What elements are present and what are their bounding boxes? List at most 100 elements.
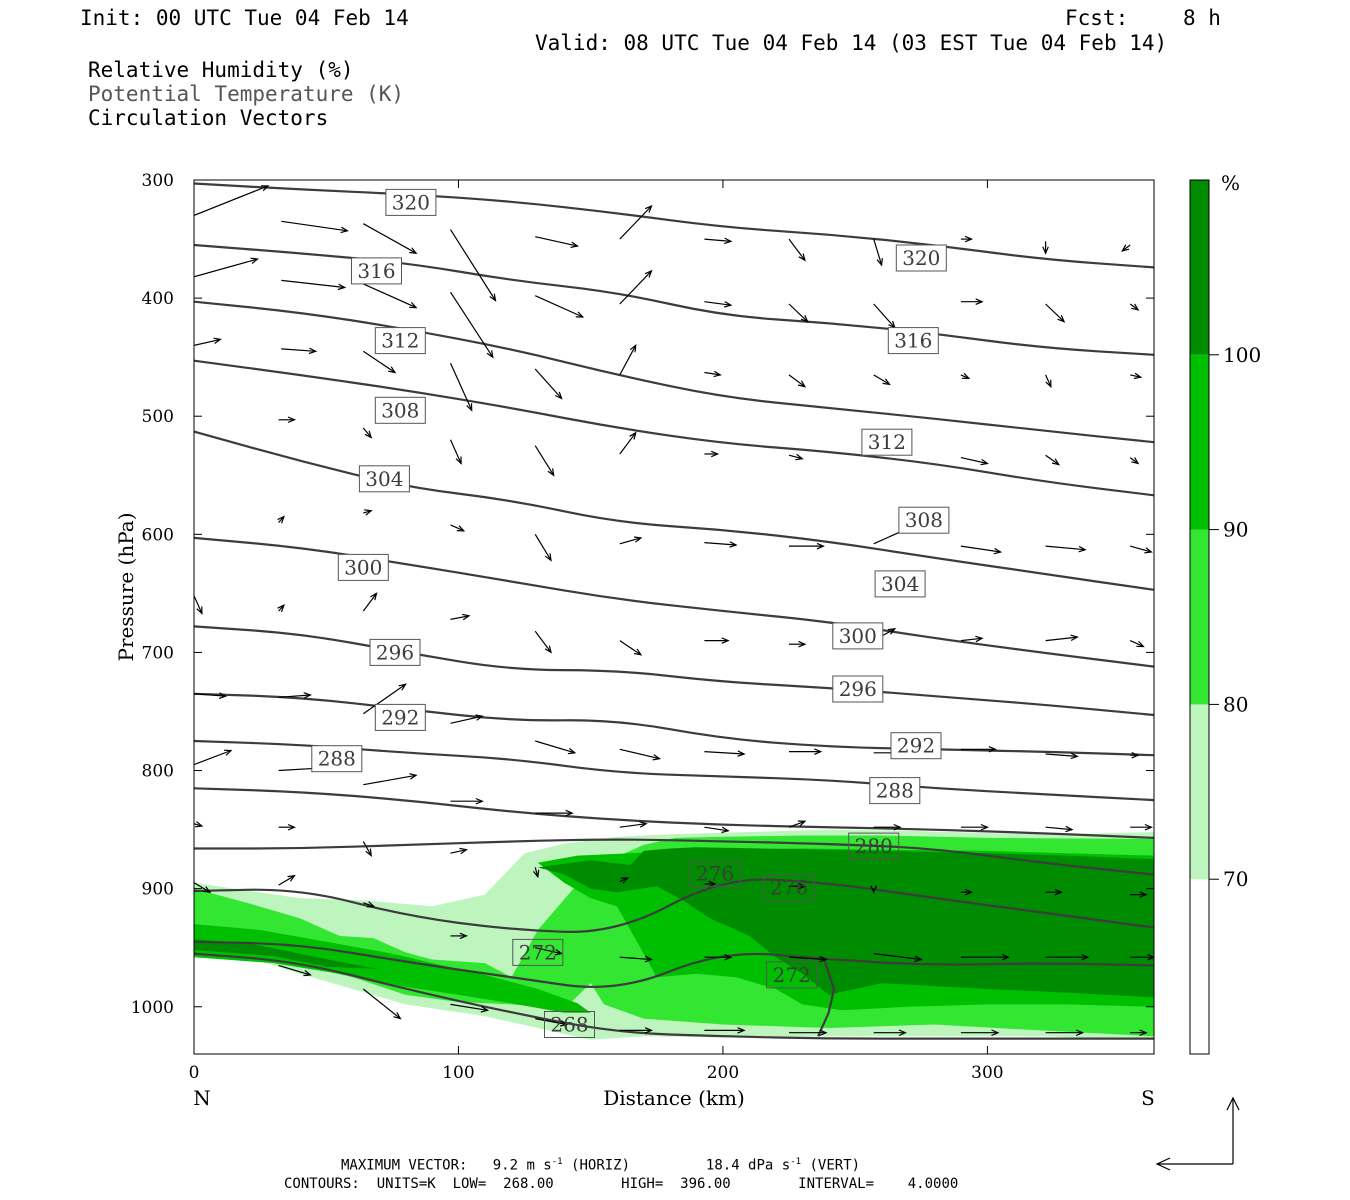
circulation-vector: [1045, 634, 1079, 642]
colorbar-level-label: 90: [1223, 518, 1248, 542]
circulation-vector: [1121, 244, 1131, 252]
contour-label-text: 296: [376, 640, 414, 664]
contour-label-292: 292: [890, 732, 942, 760]
circulation-vector: [534, 630, 552, 654]
y-tick-label: 700: [142, 643, 174, 663]
circulation-vector: [619, 877, 630, 884]
circulation-vector: [789, 542, 825, 550]
circulation-vector: [1045, 752, 1079, 760]
x-axis-label: Distance (km): [603, 1086, 745, 1110]
colorbar-frame: [1189, 179, 1210, 1055]
circulation-vector: [788, 955, 828, 963]
circulation-vector: [873, 953, 923, 962]
theta-contour-labels: 320 320 316 316 312 312 308 308 304 304 300 300 296 2…: [311, 188, 950, 1038]
contour-label-288: 288: [869, 777, 921, 805]
contour-label-272: 272: [766, 961, 818, 989]
contour-label-text: 272: [519, 940, 557, 964]
circulation-vector: [450, 714, 484, 724]
circulation-vector: [1045, 545, 1087, 553]
colorbar-level-label: 80: [1223, 692, 1248, 716]
circulation-vector: [194, 821, 204, 828]
circulation-vector: [788, 238, 806, 262]
circulation-vector: [619, 431, 637, 455]
contour-label-text: 316: [894, 329, 932, 353]
circulation-vector: [704, 826, 730, 834]
circulation-vector: [789, 640, 807, 648]
theta-contour-316: [194, 243, 1154, 356]
circulation-vector: [704, 541, 738, 548]
max-vector-label: MAXIMUM VECTOR:: [341, 1157, 468, 1174]
circulation-vector: [873, 1029, 907, 1037]
contour-label-text: 288: [876, 779, 914, 803]
x-tick-label: 300: [971, 1063, 1003, 1083]
endpoint-north: N: [193, 1086, 211, 1110]
circulation-vector: [960, 746, 997, 753]
contour-label-text: 304: [365, 467, 403, 491]
circulation-vector: [873, 303, 896, 329]
contour-label-text: 300: [839, 624, 877, 648]
circulation-vector: [277, 515, 285, 524]
circulation-vector: [1045, 374, 1052, 389]
contour-label-text: 320: [902, 246, 940, 270]
circulation-vector: [362, 427, 373, 439]
circulation-vector: [450, 797, 484, 805]
circulation-vector: [788, 820, 807, 828]
rh-region-100: [194, 939, 380, 969]
forecast-hour: 8 h: [1183, 6, 1221, 30]
contour-label-272: 272: [512, 938, 564, 966]
circulation-vector: [960, 298, 984, 305]
circulation-vector: [534, 445, 555, 477]
circulation-vector: [535, 1018, 569, 1027]
circulation-vector: [194, 257, 259, 278]
theta-contours: [194, 182, 1154, 1040]
theta-contour-312: [194, 300, 1154, 444]
y-tick-label: 300: [142, 171, 174, 191]
circulation-vector: [278, 416, 297, 424]
circulation-vector: [1130, 1029, 1148, 1037]
rh-region-100: [537, 847, 1154, 998]
horiz-exponent: -1: [551, 1157, 563, 1167]
circulation-vector: [281, 347, 318, 355]
contour-label-276: 276: [689, 859, 741, 887]
circulation-vector: [277, 604, 285, 612]
contour-label-316: 316: [351, 257, 402, 285]
colorbar-segment: [1190, 704, 1209, 880]
circulation-vector: [449, 291, 494, 359]
circulation-vector: [449, 229, 497, 302]
vert-exponent: -1: [790, 1157, 802, 1167]
x-tick-label: 0: [189, 1063, 200, 1083]
contour-label-text: 320: [392, 190, 430, 214]
x-tick-label: 100: [442, 1063, 474, 1083]
contour-label-text: 292: [897, 734, 935, 758]
circulation-vector: [363, 901, 376, 908]
colorbar-segment: [1190, 879, 1209, 1054]
circulation-vector: [1045, 1029, 1085, 1037]
circulation-vector: [194, 882, 212, 893]
contour-label-292: 292: [374, 703, 426, 731]
contour-label-300: 300: [832, 622, 884, 650]
circulation-vector: [278, 964, 312, 977]
circulation-vector: [960, 545, 1003, 555]
contour-label-text: 304: [881, 572, 919, 596]
contour-label-320: 320: [895, 244, 947, 272]
circulation-vector: [278, 874, 296, 886]
contour-label-text: 280: [855, 834, 893, 858]
circulation-vector: [362, 683, 407, 715]
circulation-vector: [194, 185, 270, 216]
circulation-vector: [788, 303, 809, 323]
circulation-vector: [873, 823, 902, 831]
circulation-vector: [534, 368, 563, 400]
contour-label-text: 276: [696, 861, 734, 885]
contour-label-text: 268: [550, 1013, 588, 1037]
circulation-vector: [363, 773, 418, 786]
y-tick-label: 900: [142, 880, 174, 900]
circulation-vector: [619, 204, 653, 240]
x-tick-label: 200: [707, 1063, 739, 1083]
colorbar-segment: [1190, 180, 1209, 355]
circulation-vector: [619, 269, 653, 305]
circulation-vector: [362, 988, 402, 1020]
contour-label-320: 320: [385, 188, 437, 216]
circulation-vector: [535, 740, 577, 755]
contour-label-312: 312: [861, 428, 913, 456]
